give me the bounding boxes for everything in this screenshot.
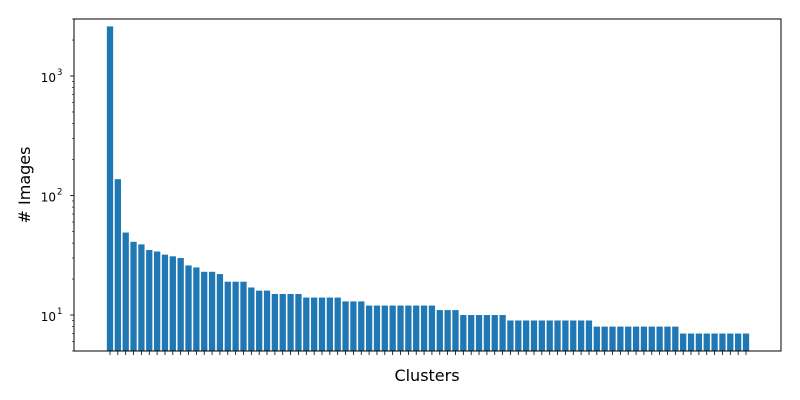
bar — [311, 297, 318, 351]
bar — [577, 320, 585, 351]
bar — [570, 320, 577, 351]
bar — [460, 315, 467, 351]
bar — [428, 305, 436, 351]
bar — [177, 258, 184, 351]
bar — [287, 293, 294, 351]
plot-frame — [73, 18, 782, 352]
y-tick-exponent: 1 — [57, 307, 62, 317]
bar — [365, 305, 373, 351]
bar — [648, 326, 655, 351]
bar — [719, 333, 726, 351]
bar — [664, 326, 671, 351]
bar — [161, 254, 169, 351]
bar — [562, 320, 569, 351]
bar — [397, 305, 404, 351]
bar — [389, 305, 396, 351]
bar — [672, 326, 679, 351]
x-axis-label: Clusters — [394, 366, 459, 385]
y-tick-exponent: 2 — [57, 188, 62, 198]
y-tick-exponent: 3 — [57, 68, 62, 78]
bar — [350, 301, 357, 351]
bar — [208, 271, 216, 351]
y-axis-label: # Images — [15, 147, 34, 224]
bar — [303, 297, 310, 351]
bar — [640, 326, 648, 351]
bar — [452, 310, 459, 351]
bar — [318, 297, 326, 351]
bar — [146, 250, 153, 351]
bar — [193, 267, 200, 351]
y-tick-label: 10 — [41, 310, 56, 324]
bar — [703, 333, 710, 351]
bar — [263, 290, 271, 351]
bars-group — [106, 26, 750, 352]
x-ticks-group — [109, 351, 747, 355]
bar — [468, 315, 475, 351]
bar — [405, 305, 412, 351]
y-tick-label: 10 — [41, 191, 56, 205]
bar — [381, 305, 388, 351]
bar — [358, 301, 365, 351]
bar — [617, 326, 624, 351]
bar — [593, 326, 600, 351]
bar — [546, 320, 553, 351]
bar — [256, 290, 263, 351]
bar — [240, 281, 247, 351]
bar — [185, 265, 192, 351]
bar — [373, 305, 381, 351]
bar — [483, 315, 491, 351]
bar — [334, 297, 341, 351]
bar — [169, 256, 176, 351]
bar — [326, 297, 333, 351]
bar — [201, 271, 208, 351]
bar — [695, 333, 703, 351]
bar — [711, 333, 718, 351]
bar — [342, 301, 349, 351]
bar — [279, 293, 286, 351]
bar — [138, 244, 145, 351]
bar — [554, 320, 561, 351]
bar — [538, 320, 545, 351]
bar — [515, 320, 522, 351]
bar — [106, 26, 114, 352]
bar — [680, 333, 687, 351]
bar — [271, 293, 279, 351]
bar — [507, 320, 514, 351]
bar — [523, 320, 530, 351]
bar — [420, 305, 428, 351]
bar — [295, 293, 302, 351]
y-tick-label: 10 — [41, 71, 56, 85]
bar — [130, 241, 137, 351]
bar — [122, 232, 129, 351]
bar — [625, 326, 632, 351]
bar — [656, 326, 663, 351]
bar — [727, 333, 734, 351]
bar — [232, 281, 239, 351]
bar — [444, 310, 451, 351]
bar — [153, 251, 161, 351]
bar — [475, 315, 483, 351]
bar — [436, 310, 443, 351]
bar — [413, 305, 420, 351]
bar — [216, 274, 224, 351]
bar — [248, 287, 255, 351]
bar — [585, 320, 593, 351]
bar — [601, 326, 608, 351]
bar — [224, 281, 231, 351]
bar — [742, 333, 750, 351]
bar — [735, 333, 742, 351]
bar — [530, 320, 538, 351]
bar — [687, 333, 695, 351]
bar — [114, 179, 121, 351]
bar — [499, 315, 506, 351]
bar — [491, 315, 498, 351]
bar — [609, 326, 616, 351]
bar — [632, 326, 640, 351]
